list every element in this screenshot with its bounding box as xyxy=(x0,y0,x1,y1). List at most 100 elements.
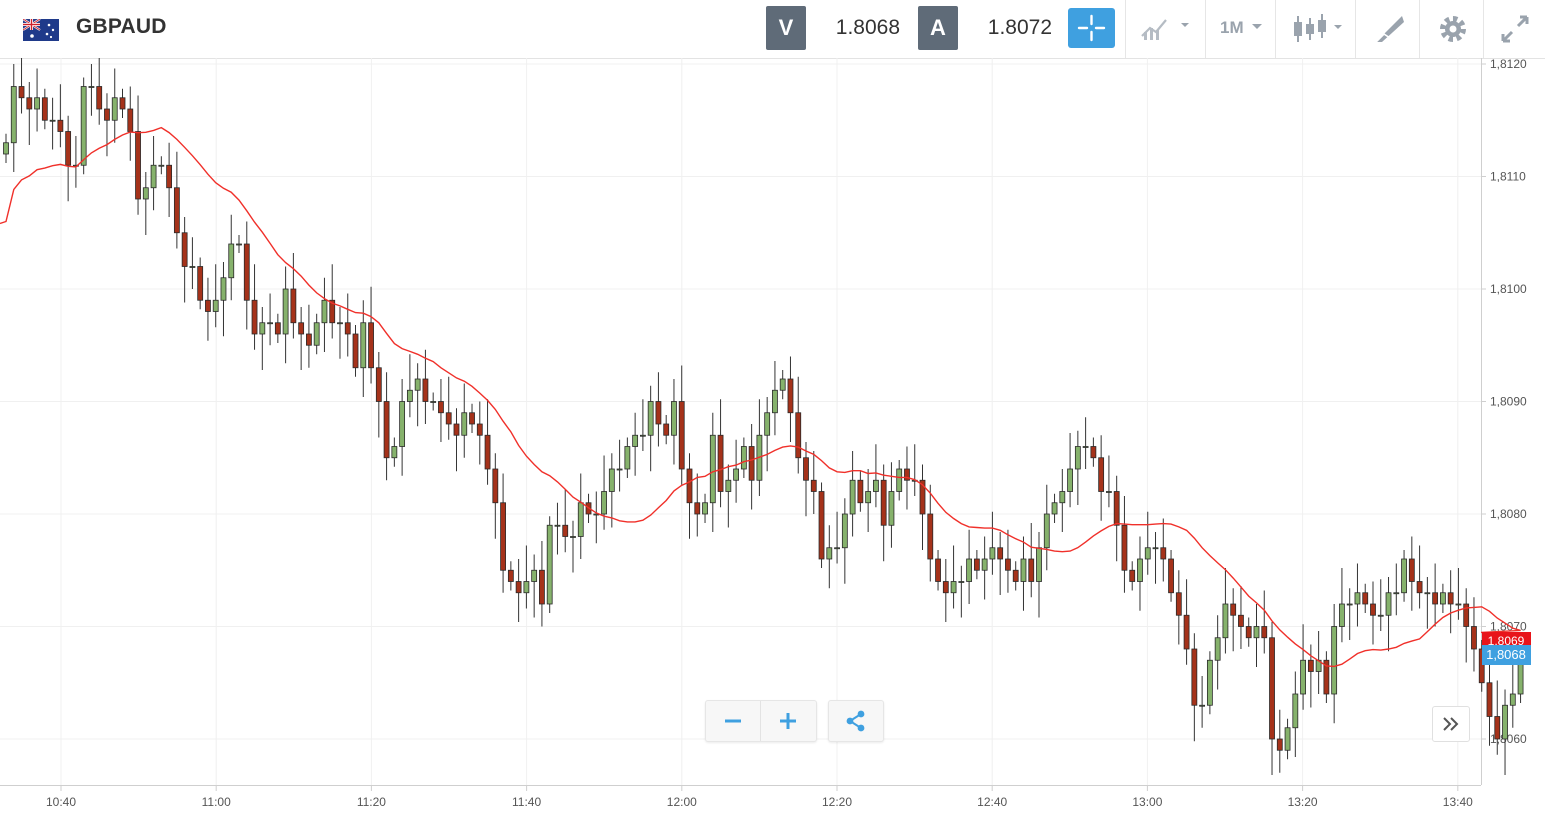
candle-bearish xyxy=(65,131,72,166)
candle-bearish xyxy=(173,187,180,234)
candle-bullish xyxy=(49,119,56,122)
share-icon xyxy=(846,710,865,732)
candle-bullish xyxy=(725,479,732,492)
candle-bullish xyxy=(220,277,227,301)
buy-price: 1.8072 xyxy=(987,16,1052,39)
buy-price-button[interactable]: A 1.8072 xyxy=(918,6,1058,50)
candle-bullish xyxy=(1253,626,1260,639)
zoom-out-button[interactable] xyxy=(706,701,761,741)
price-chart[interactable]: 1,80601,80701,80801,80901,81001,81101,81… xyxy=(0,58,1545,825)
candle-bearish xyxy=(445,412,452,425)
moving-average-line xyxy=(0,126,1521,668)
candle-bullish xyxy=(399,401,406,447)
candle-bearish xyxy=(1416,581,1423,594)
candle-bearish xyxy=(422,378,429,402)
candle-bearish xyxy=(181,232,188,267)
candle-bullish xyxy=(1331,626,1338,695)
crosshair-button[interactable] xyxy=(1068,8,1115,48)
candle-bearish xyxy=(507,569,514,582)
candle-bullish xyxy=(1106,491,1112,493)
candle-bearish xyxy=(1012,569,1019,582)
candle-bearish xyxy=(997,547,1004,560)
candle-bearish xyxy=(41,97,48,121)
candle-bearish xyxy=(1463,603,1470,627)
candle-bullish xyxy=(360,322,367,369)
indicators-button[interactable] xyxy=(1125,0,1206,58)
candle-bearish xyxy=(655,401,662,425)
candle-bearish xyxy=(1090,446,1097,459)
candle-bearish xyxy=(306,333,312,346)
candle-bearish xyxy=(678,401,685,470)
candle-bullish xyxy=(1393,592,1400,595)
candle-bearish xyxy=(344,322,351,335)
candle-bullish xyxy=(764,412,771,436)
candle-bullish xyxy=(1051,502,1058,515)
candle-bearish xyxy=(1370,603,1376,616)
candle-bullish xyxy=(577,502,584,537)
candle-bullish xyxy=(10,86,17,144)
x-tick-label: 11:40 xyxy=(512,795,541,809)
candlestick-icon xyxy=(1294,14,1342,42)
candle-bearish xyxy=(919,479,926,515)
candle-bearish xyxy=(375,367,382,402)
candle-bearish xyxy=(1098,457,1105,492)
candle-bullish xyxy=(958,581,965,583)
candle-bearish xyxy=(1183,614,1190,650)
candle-bearish xyxy=(1276,738,1283,751)
candle-bullish xyxy=(212,299,219,312)
candle-bearish xyxy=(96,86,103,110)
candle-bullish xyxy=(1509,693,1516,706)
candle-bearish xyxy=(748,446,755,481)
candle-bullish xyxy=(841,513,848,549)
candle-bullish xyxy=(616,468,623,471)
candle-bearish xyxy=(243,243,250,301)
candle-bullish xyxy=(647,401,654,436)
candle-bullish xyxy=(267,322,273,325)
last-price-tag: 1,8068 xyxy=(1482,645,1531,665)
drawing-tools-button[interactable] xyxy=(1355,0,1420,58)
x-tick-label: 13:00 xyxy=(1132,795,1162,809)
x-tick-label: 12:00 xyxy=(667,795,697,809)
x-tick-label: 11:20 xyxy=(357,795,386,809)
chart-type-button[interactable] xyxy=(1275,0,1356,58)
candle-bearish xyxy=(717,434,724,492)
candle-bearish xyxy=(904,468,910,481)
candle-bearish xyxy=(135,131,141,200)
candle-bearish xyxy=(329,299,336,324)
candle-bullish xyxy=(888,491,895,526)
sell-price-button[interactable]: V 1.8068 xyxy=(766,6,906,50)
drawing-tools-icon xyxy=(1375,16,1404,43)
share-button[interactable] xyxy=(828,700,884,742)
timeframe-dropdown[interactable]: 1M xyxy=(1205,0,1276,58)
candle-bullish xyxy=(282,288,289,335)
candle-bearish xyxy=(197,266,204,301)
candle-bullish xyxy=(834,547,840,550)
candle-bullish xyxy=(779,378,786,391)
candle-bullish xyxy=(461,412,468,436)
candle-bullish xyxy=(1339,603,1345,627)
settings-button[interactable] xyxy=(1419,0,1484,58)
zoom-controls xyxy=(705,700,817,742)
x-tick-label: 10:40 xyxy=(46,795,76,809)
scroll-to-latest-button[interactable] xyxy=(1432,706,1470,742)
candle-bullish xyxy=(702,502,708,515)
candle-bearish xyxy=(290,288,297,324)
candles xyxy=(3,58,1524,775)
candle-bearish xyxy=(880,479,887,526)
candle-bullish xyxy=(1137,558,1143,582)
candle-bearish xyxy=(1478,648,1485,684)
candle-bearish xyxy=(476,423,483,436)
candle-bearish xyxy=(1494,716,1501,740)
x-axis-ticks: 10:40 11:00 11:20 11:40 12:00 12:20 12:40 13:00… xyxy=(46,785,1473,809)
candle-bearish xyxy=(787,378,794,414)
candle-bullish xyxy=(150,164,157,189)
crosshair-icon xyxy=(1077,14,1106,42)
fullscreen-button[interactable] xyxy=(1483,0,1545,58)
zoom-in-button[interactable] xyxy=(761,701,815,741)
candle-bearish xyxy=(803,457,809,481)
candle-bearish xyxy=(127,108,134,132)
candle-bullish xyxy=(608,468,615,492)
candle-bullish xyxy=(632,434,639,447)
candle-bullish xyxy=(601,491,607,515)
x-tick-label: 12:20 xyxy=(822,795,852,809)
